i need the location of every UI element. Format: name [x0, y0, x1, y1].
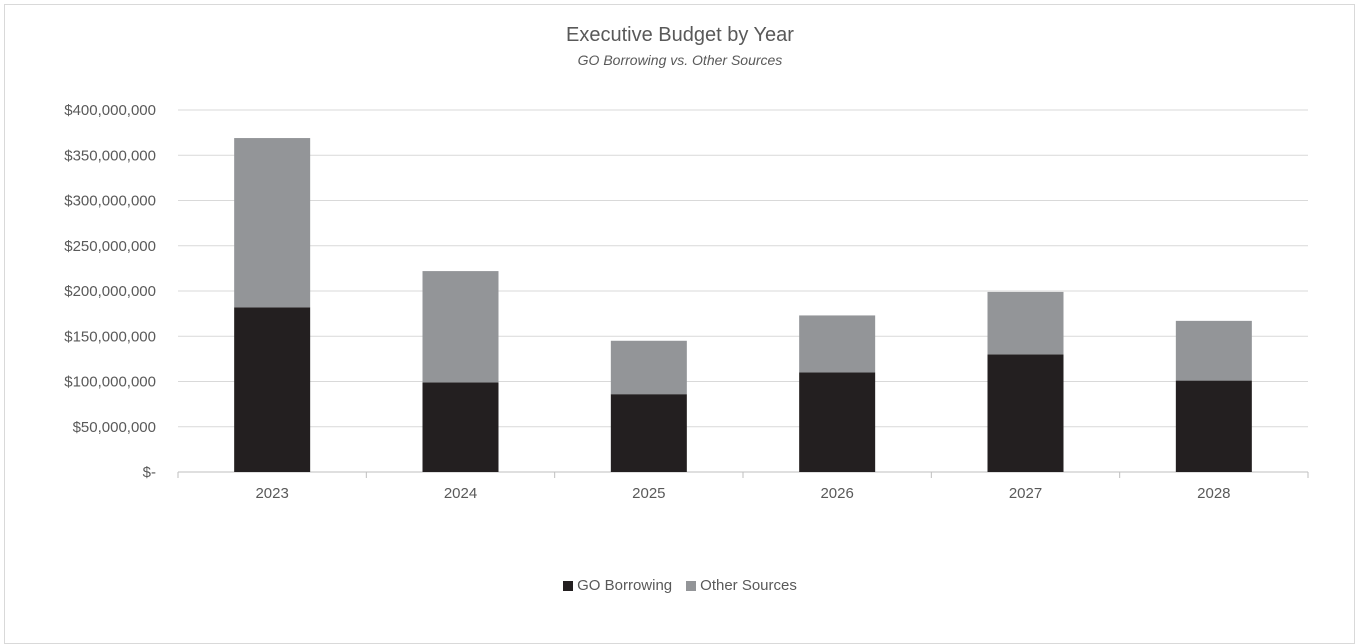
y-tick-label: $50,000,000 — [73, 419, 156, 436]
bar-go-borrowing — [987, 354, 1064, 472]
bar-other-sources — [987, 291, 1064, 355]
x-tick-label: 2027 — [1009, 485, 1042, 502]
y-tick-label: $200,000,000 — [64, 283, 156, 300]
legend-swatch-other-sources — [686, 580, 697, 591]
x-tick-label: 2024 — [444, 485, 477, 502]
y-tick-label: $100,000,000 — [64, 374, 156, 391]
y-tick-label: $- — [143, 464, 156, 481]
bar-go-borrowing — [610, 394, 687, 472]
bar-go-borrowing — [1175, 380, 1252, 472]
legend-item-go-borrowing: GO Borrowing — [563, 577, 672, 594]
chart-frame — [4, 4, 1355, 644]
bar-other-sources — [1175, 320, 1252, 381]
legend-item-other-sources: Other Sources — [686, 577, 797, 594]
chart-legend: GO Borrowing Other Sources — [0, 577, 1360, 594]
bar-other-sources — [610, 340, 687, 395]
bar-other-sources — [234, 138, 311, 308]
chart-subtitle: GO Borrowing vs. Other Sources — [577, 52, 783, 68]
y-tick-label: $400,000,000 — [64, 102, 156, 119]
legend-label-go-borrowing: GO Borrowing — [577, 577, 673, 594]
bar-go-borrowing — [422, 382, 499, 472]
bar-other-sources — [422, 271, 499, 383]
chart-title: Executive Budget by Year — [566, 24, 794, 46]
bar-go-borrowing — [799, 372, 876, 472]
x-tick-label: 2025 — [632, 485, 665, 502]
bar-go-borrowing — [234, 307, 311, 472]
x-tick-label: 2028 — [1197, 485, 1230, 502]
bar-other-sources — [799, 315, 876, 373]
chart-plot-area: $- $50,000,000 $100,000,000 $150,000,000 $20… — [64, 102, 1309, 502]
y-tick-label: $350,000,000 — [64, 147, 156, 164]
y-tick-label: $150,000,000 — [64, 328, 156, 345]
x-tick-label: 2026 — [820, 485, 853, 502]
y-tick-label: $300,000,000 — [64, 193, 156, 210]
legend-swatch-go-borrowing — [563, 580, 574, 591]
x-tick-label: 2023 — [255, 485, 288, 502]
legend-label-other-sources: Other Sources — [700, 577, 797, 594]
y-tick-label: $250,000,000 — [64, 238, 156, 255]
